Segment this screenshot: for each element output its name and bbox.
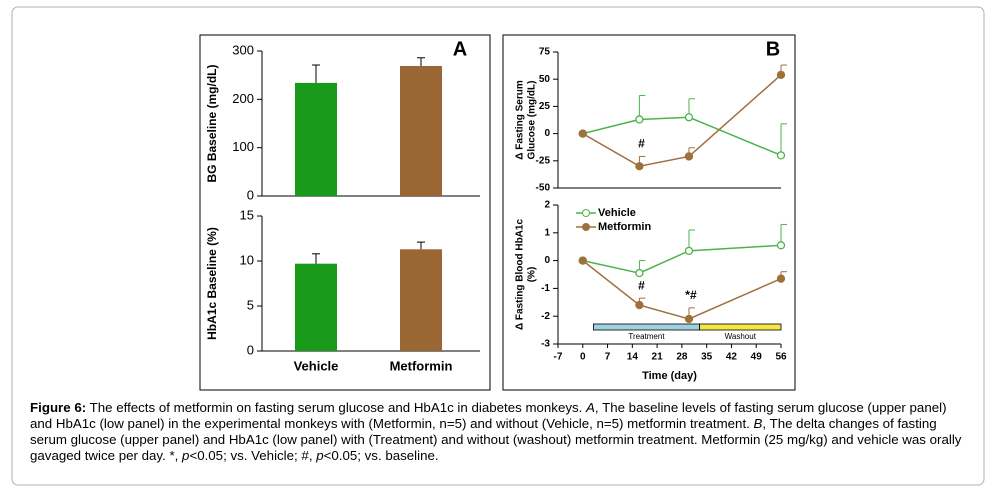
phase-bar	[699, 323, 782, 331]
y-tick-label: 15	[240, 207, 254, 222]
y-tick-label: -3	[541, 339, 550, 350]
y-tick-label: 100	[232, 139, 254, 154]
point	[776, 70, 786, 79]
annotation: #	[638, 278, 645, 292]
legend-label: Vehicle	[598, 207, 636, 219]
y-tick-label: -1	[541, 283, 550, 294]
y-axis-label: HbA1c Baseline (%)	[205, 227, 219, 340]
y-tick-label: -50	[536, 183, 551, 194]
figure-border	[11, 6, 985, 486]
series-line	[582, 244, 782, 274]
y-tick-label: 0	[247, 342, 254, 357]
y-tick-label: 1	[544, 227, 550, 238]
y-axis-label: Δ Fasting Blood HbA1c	[515, 219, 526, 331]
y-tick-label: 10	[240, 252, 254, 267]
point	[684, 314, 694, 324]
legend-marker	[582, 209, 590, 217]
y-tick-label: 50	[539, 74, 551, 85]
caption-run: <0.05; vs. Vehicle; #,	[189, 448, 317, 463]
caption-run: p	[316, 448, 324, 463]
y-tick-label: 0	[247, 187, 254, 202]
panel-b-box	[502, 34, 796, 391]
y-axis-label: BG Baseline (mg/dL)	[205, 64, 219, 182]
x-tick-label: 42	[726, 352, 738, 363]
y-tick-label: 5	[247, 297, 254, 312]
x-tick-label: 56	[775, 352, 787, 363]
phase-label: Washout	[725, 332, 757, 341]
x-tick-label: 14	[627, 352, 639, 363]
y-tick-label: 75	[539, 47, 551, 58]
x-axis-label: Time (day)	[642, 370, 697, 382]
point	[635, 268, 644, 278]
x-tick-label: 7	[605, 352, 611, 363]
caption-run: A	[586, 400, 595, 415]
point	[635, 300, 644, 310]
point	[776, 241, 786, 250]
panel-a-box	[199, 34, 491, 391]
caption-run: , The baseline levels of fasting serum g…	[30, 400, 947, 431]
point	[635, 162, 644, 171]
series-line	[582, 74, 782, 168]
y-axis-label: Δ Fasting Serum	[515, 80, 526, 160]
point	[684, 246, 694, 256]
y-tick-label: -2	[541, 311, 550, 322]
series-line	[582, 260, 782, 320]
caption-run: , The delta changes of fasting serum glu…	[30, 416, 962, 463]
panel-label: A	[453, 38, 467, 60]
point	[684, 113, 694, 122]
legend-label: Metformin	[598, 221, 651, 233]
x-tick-label: 21	[652, 352, 664, 363]
x-tick-label: 0	[580, 352, 586, 363]
y-axis-label: Glucose (mg/dL)	[527, 81, 538, 160]
phase-bar	[592, 323, 700, 331]
legend-marker	[582, 223, 590, 231]
phase-label: Treatment	[628, 332, 665, 341]
point	[684, 152, 694, 161]
bar	[295, 82, 337, 196]
x-tick-label: -7	[554, 352, 563, 363]
annotation: *#	[685, 288, 697, 302]
y-tick-label: -25	[536, 155, 551, 166]
y-tick-label: 2	[544, 200, 550, 211]
caption-run: <0.05; vs. baseline.	[323, 448, 439, 463]
y-axis-label: (%)	[527, 267, 538, 283]
point	[578, 129, 587, 138]
caption: Figure 6: The effects of metformin on fa…	[30, 400, 970, 464]
annotation: #	[638, 137, 645, 151]
series-line	[582, 116, 782, 157]
point	[578, 256, 587, 265]
caption-run: p	[182, 448, 190, 463]
y-tick-label: 200	[232, 91, 254, 106]
bar	[400, 249, 442, 351]
y-tick-label: 25	[539, 101, 551, 112]
point	[776, 274, 786, 283]
panel-label: B	[766, 38, 780, 60]
point	[776, 151, 786, 160]
x-tick-label: Vehicle	[294, 358, 339, 373]
x-tick-label: 35	[701, 352, 713, 363]
y-tick-label: 0	[544, 255, 550, 266]
x-tick-label: 28	[676, 352, 688, 363]
caption-run: The effects of metformin on fasting seru…	[86, 400, 587, 415]
point	[635, 115, 644, 124]
caption-run: B	[753, 416, 763, 431]
bar	[400, 65, 442, 196]
caption-run: Figure 6:	[30, 400, 87, 415]
x-tick-label: Metformin	[390, 358, 453, 373]
y-tick-label: 300	[232, 42, 254, 57]
x-tick-label: 49	[751, 352, 763, 363]
y-tick-label: 0	[544, 128, 550, 139]
bar	[295, 263, 337, 351]
